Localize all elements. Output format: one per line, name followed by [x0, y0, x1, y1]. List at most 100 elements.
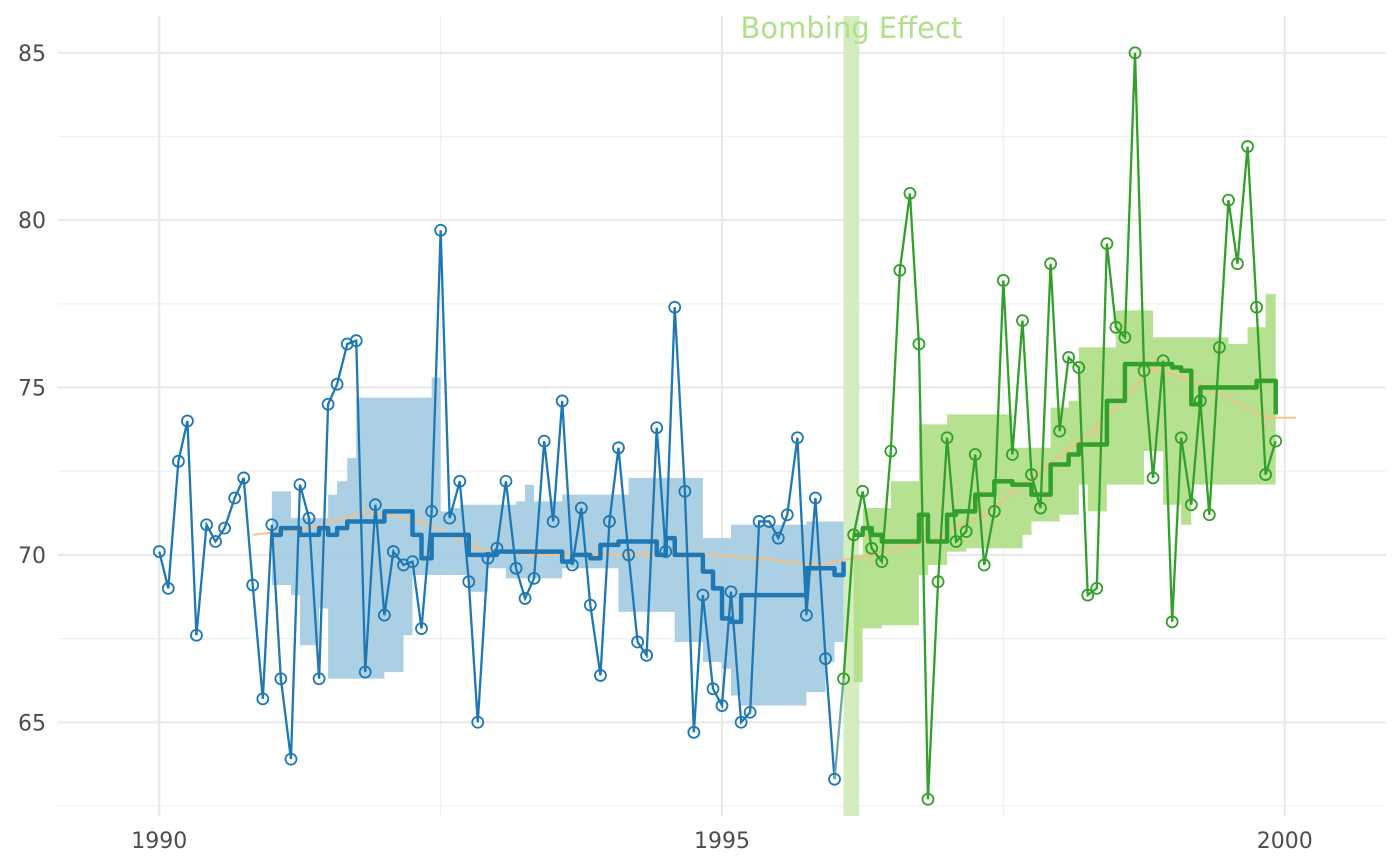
x-axis: 1990 1995 2000 — [131, 829, 1312, 854]
pre-period-point — [152, 545, 166, 558]
post-period-point — [1250, 300, 1263, 314]
pre-period-point — [574, 501, 588, 515]
pre-period-point — [209, 535, 222, 548]
pre-period-point — [471, 715, 485, 729]
pre-period-point — [518, 592, 532, 605]
post-period-point — [1259, 468, 1272, 481]
confidence-bands — [271, 293, 1276, 706]
pre-period-point — [321, 397, 335, 411]
post-period-point — [1109, 320, 1123, 334]
pre-period-point — [181, 414, 194, 428]
pre-period-point — [800, 608, 813, 622]
post-period-point — [1269, 434, 1283, 448]
y-tick-label: 80 — [18, 209, 46, 234]
post-period-point — [959, 525, 973, 538]
pre-period-point — [659, 545, 673, 558]
post-period-point — [1034, 501, 1047, 515]
post-period-point — [865, 541, 879, 555]
post-period-point — [1062, 351, 1076, 364]
pre-period-point — [603, 515, 616, 528]
post-period-point — [1222, 193, 1235, 207]
pre-period-point — [443, 511, 457, 525]
pre-period-point — [565, 558, 579, 572]
post-period-point — [1081, 588, 1095, 602]
pre-period-point — [809, 491, 822, 505]
y-tick-label: 65 — [18, 711, 46, 736]
pre-period-point — [509, 561, 523, 575]
pre-period-point — [771, 531, 785, 545]
pre-period-point — [481, 551, 495, 565]
pre-period-line — [158, 230, 836, 780]
pre-period-point — [284, 752, 298, 766]
post-period-point — [1193, 394, 1207, 408]
pre-period-point — [228, 491, 242, 505]
post-period-point — [996, 274, 1010, 287]
post-period-point — [1137, 364, 1151, 378]
pre-period-point — [828, 772, 841, 786]
post-period-point — [1213, 340, 1226, 354]
pre-period-point — [161, 581, 175, 595]
pre-period-point — [415, 622, 428, 635]
pre-period-point — [622, 548, 635, 562]
pre-period-point — [200, 518, 213, 532]
pre-period-point — [237, 471, 251, 485]
pre-period-point — [406, 555, 419, 569]
pre-period-point — [490, 541, 504, 555]
post-period-point — [912, 337, 926, 351]
pre-period-point — [246, 578, 260, 592]
pre-period-point — [256, 692, 270, 706]
transition-line — [833, 678, 845, 780]
post-period-point — [921, 792, 935, 806]
pre-period-point — [594, 669, 607, 682]
pre-period-point — [274, 672, 288, 686]
pre-period-point — [715, 699, 729, 712]
pre-period-point — [780, 508, 794, 522]
post-period-point — [1118, 330, 1132, 344]
pre-period-point — [668, 300, 682, 314]
pre-period-point — [425, 504, 439, 518]
post-period-point — [1202, 508, 1216, 522]
pre-period-point — [743, 705, 757, 719]
post-period-point — [1165, 615, 1179, 629]
pre-period-point — [819, 652, 832, 666]
data-points — [152, 46, 1283, 806]
pre-period-point — [687, 725, 701, 739]
pre-period-point — [386, 545, 400, 558]
post-period-point — [1156, 354, 1170, 368]
pre-period-point — [612, 441, 625, 455]
post-period-point — [1090, 581, 1104, 595]
post-period-point — [1072, 361, 1086, 374]
y-axis: 65 70 75 80 85 — [18, 42, 46, 736]
post-period-point — [837, 672, 850, 686]
pre-period-point — [172, 454, 185, 468]
pre-period-point — [312, 672, 326, 686]
post-period-point — [987, 504, 1001, 518]
pre-period-point — [462, 575, 476, 589]
post-period-line — [842, 52, 1277, 800]
pre-period-point — [453, 474, 467, 488]
pre-period-point — [583, 598, 597, 612]
pre-period-point — [650, 421, 664, 435]
pre-period-point — [696, 588, 710, 602]
post-period-point — [1241, 140, 1254, 153]
pre-period-point — [265, 518, 279, 532]
x-tick-label: 1995 — [694, 829, 750, 854]
pre-period-point — [640, 648, 653, 662]
pre-period-point — [377, 608, 391, 622]
pre-period-point — [631, 635, 644, 649]
pre-period-point — [293, 478, 307, 492]
post-period-point — [1016, 314, 1029, 328]
post-period-point — [893, 263, 907, 277]
pre-period-point — [706, 682, 720, 696]
post-period-point — [1128, 46, 1142, 60]
post-period-rolling-line — [853, 361, 1278, 544]
post-period-point — [1100, 237, 1114, 251]
post-period-band — [853, 293, 1276, 683]
post-period-point — [1025, 468, 1038, 481]
pre-period-point — [349, 334, 363, 348]
y-tick-label: 75 — [18, 377, 46, 402]
pre-period-point — [724, 585, 738, 599]
post-period-point — [1231, 257, 1244, 271]
post-period-point — [931, 575, 945, 589]
